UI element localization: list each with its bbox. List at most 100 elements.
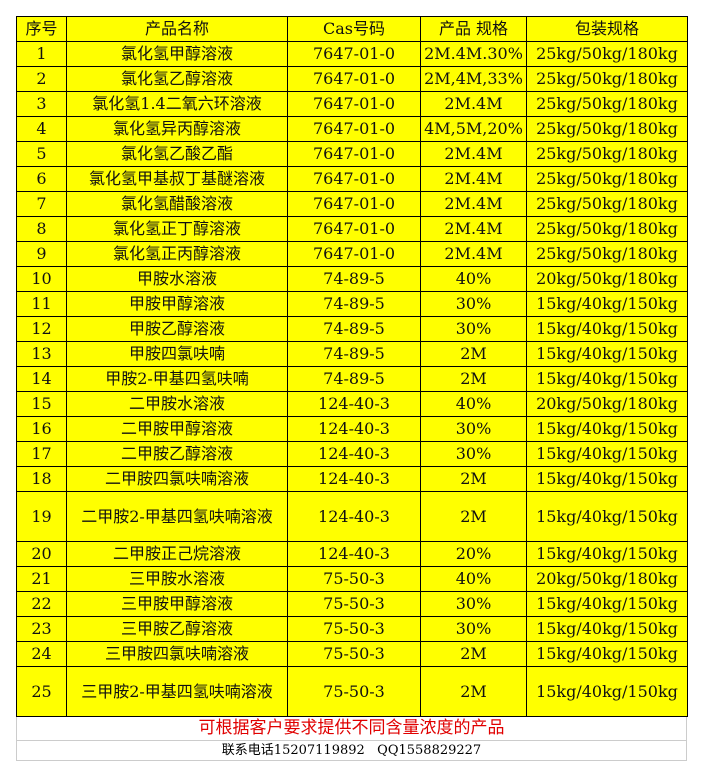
table-row: 1 氯化氢甲醇溶液 7647-01-0 2M.4M.30% 25kg/50kg/180k… — [16, 41, 688, 67]
table-row: 12 甲胺乙醇溶液 74-89-5 30% 15kg/40kg/150kg — [16, 316, 688, 342]
product-spec: 30% — [420, 441, 527, 467]
product-name: 氯化氢正丙醇溶液 — [66, 241, 288, 267]
product-name: 二甲胺甲醇溶液 — [66, 416, 288, 442]
table-row: 17 二甲胺乙醇溶液 124-40-3 30% 15kg/40kg/150kg — [16, 441, 688, 467]
packaging-spec: 20kg/50kg/180kg — [526, 391, 688, 417]
product-spec: 30% — [420, 316, 527, 342]
product-spec: 30% — [420, 291, 527, 317]
row-index: 11 — [16, 291, 67, 317]
packaging-spec: 15kg/40kg/150kg — [526, 616, 688, 642]
product-name: 氯化氢醋酸溶液 — [66, 191, 288, 217]
cas-number: 74-89-5 — [287, 341, 421, 367]
cas-number: 7647-01-0 — [287, 191, 421, 217]
product-spec: 2M.4M.30% — [420, 41, 527, 67]
packaging-spec: 25kg/50kg/180kg — [526, 91, 688, 117]
table-row: 6 氯化氢甲基叔丁基醚溶液 7647-01-0 2M.4M 25kg/50kg/180k… — [16, 166, 688, 192]
table-row: 3 氯化氢1.4二氧六环溶液 7647-01-0 2M.4M 25kg/50kg/180… — [16, 91, 688, 117]
cas-number: 75-50-3 — [287, 591, 421, 617]
row-index: 15 — [16, 391, 67, 417]
row-index: 8 — [16, 216, 67, 242]
table-row: 4 氯化氢异丙醇溶液 7647-01-0 4M,5M,20% 25kg/50kg/180… — [16, 116, 688, 142]
cas-number: 74-89-5 — [287, 366, 421, 392]
product-spec: 2M.4M — [420, 166, 527, 192]
cas-number: 124-40-3 — [287, 391, 421, 417]
cas-number: 75-50-3 — [287, 566, 421, 592]
row-index: 2 — [16, 66, 67, 92]
product-name: 氯化氢乙酸乙酯 — [66, 141, 288, 167]
cas-number: 124-40-3 — [287, 416, 421, 442]
row-index: 10 — [16, 266, 67, 292]
table-row: 22 三甲胺甲醇溶液 75-50-3 30% 15kg/40kg/150kg — [16, 591, 688, 617]
packaging-spec: 15kg/40kg/150kg — [526, 666, 688, 717]
header-index: 序号 — [16, 16, 67, 42]
cas-number: 124-40-3 — [287, 541, 421, 567]
product-spec: 2M.4M — [420, 91, 527, 117]
product-spec: 40% — [420, 566, 527, 592]
cas-number: 74-89-5 — [287, 291, 421, 317]
packaging-spec: 15kg/40kg/150kg — [526, 341, 688, 367]
product-spec: 2M — [420, 641, 527, 667]
product-name: 三甲胺乙醇溶液 — [66, 616, 288, 642]
product-name: 二甲胺2-甲基四氢呋喃溶液 — [66, 491, 288, 542]
header-row: 序号 产品名称 Cas号码 产品 规格 包装规格 — [16, 16, 688, 42]
contact-info: 联系电话15207119892 QQ1558829227 — [16, 741, 687, 761]
cas-number: 7647-01-0 — [287, 216, 421, 242]
packaging-spec: 25kg/50kg/180kg — [526, 166, 688, 192]
product-name: 甲胺水溶液 — [66, 266, 288, 292]
table-row: 14 甲胺2-甲基四氢呋喃 74-89-5 2M 15kg/40kg/150kg — [16, 366, 688, 392]
header-packaging: 包装规格 — [526, 16, 688, 42]
product-spec: 30% — [420, 416, 527, 442]
row-index: 20 — [16, 541, 67, 567]
product-name: 氯化氢乙醇溶液 — [66, 66, 288, 92]
header-spec: 产品 规格 — [420, 16, 527, 42]
packaging-spec: 15kg/40kg/150kg — [526, 541, 688, 567]
cas-number: 7647-01-0 — [287, 241, 421, 267]
packaging-spec: 25kg/50kg/180kg — [526, 241, 688, 267]
table-row: 8 氯化氢正丁醇溶液 7647-01-0 2M.4M 25kg/50kg/180kg — [16, 216, 688, 242]
product-spec: 2M — [420, 366, 527, 392]
row-index: 19 — [16, 491, 67, 542]
product-name: 三甲胺甲醇溶液 — [66, 591, 288, 617]
product-spec: 20% — [420, 541, 527, 567]
product-name: 三甲胺水溶液 — [66, 566, 288, 592]
row-index: 23 — [16, 616, 67, 642]
packaging-spec: 15kg/40kg/150kg — [526, 591, 688, 617]
table-row: 5 氯化氢乙酸乙酯 7647-01-0 2M.4M 25kg/50kg/180kg — [16, 141, 688, 167]
table-row: 15 二甲胺水溶液 124-40-3 40% 20kg/50kg/180kg — [16, 391, 688, 417]
product-name: 三甲胺2-甲基四氢呋喃溶液 — [66, 666, 288, 717]
row-index: 16 — [16, 416, 67, 442]
product-name: 二甲胺正己烷溶液 — [66, 541, 288, 567]
packaging-spec: 25kg/50kg/180kg — [526, 66, 688, 92]
product-name: 氯化氢甲基叔丁基醚溶液 — [66, 166, 288, 192]
header-product-name: 产品名称 — [66, 16, 288, 42]
packaging-spec: 15kg/40kg/150kg — [526, 441, 688, 467]
packaging-spec: 15kg/40kg/150kg — [526, 466, 688, 492]
packaging-spec: 15kg/40kg/150kg — [526, 316, 688, 342]
packaging-spec: 25kg/50kg/180kg — [526, 116, 688, 142]
cas-number: 7647-01-0 — [287, 141, 421, 167]
product-name: 三甲胺四氯呋喃溶液 — [66, 641, 288, 667]
product-name: 二甲胺乙醇溶液 — [66, 441, 288, 467]
packaging-spec: 25kg/50kg/180kg — [526, 41, 688, 67]
table-row: 9 氯化氢正丙醇溶液 7647-01-0 2M.4M 25kg/50kg/180kg — [16, 241, 688, 267]
product-name: 甲胺2-甲基四氢呋喃 — [66, 366, 288, 392]
table-row: 23 三甲胺乙醇溶液 75-50-3 30% 15kg/40kg/150kg — [16, 616, 688, 642]
table-row: 24 三甲胺四氯呋喃溶液 75-50-3 2M 15kg/40kg/150kg — [16, 641, 688, 667]
row-index: 7 — [16, 191, 67, 217]
packaging-spec: 15kg/40kg/150kg — [526, 416, 688, 442]
table-row: 10 甲胺水溶液 74-89-5 40% 20kg/50kg/180kg — [16, 266, 688, 292]
row-index: 3 — [16, 91, 67, 117]
table-row: 18 二甲胺四氯呋喃溶液 124-40-3 2M 15kg/40kg/150kg — [16, 466, 688, 492]
cas-number: 124-40-3 — [287, 491, 421, 542]
header-cas: Cas号码 — [287, 16, 421, 42]
row-index: 17 — [16, 441, 67, 467]
row-index: 21 — [16, 566, 67, 592]
packaging-spec: 25kg/50kg/180kg — [526, 141, 688, 167]
cas-number: 74-89-5 — [287, 266, 421, 292]
product-spec: 30% — [420, 591, 527, 617]
product-spec: 2M.4M — [420, 216, 527, 242]
packaging-spec: 25kg/50kg/180kg — [526, 216, 688, 242]
row-index: 22 — [16, 591, 67, 617]
table-row: 2 氯化氢乙醇溶液 7647-01-0 2M,4M,33% 25kg/50kg/180k… — [16, 66, 688, 92]
row-index: 5 — [16, 141, 67, 167]
